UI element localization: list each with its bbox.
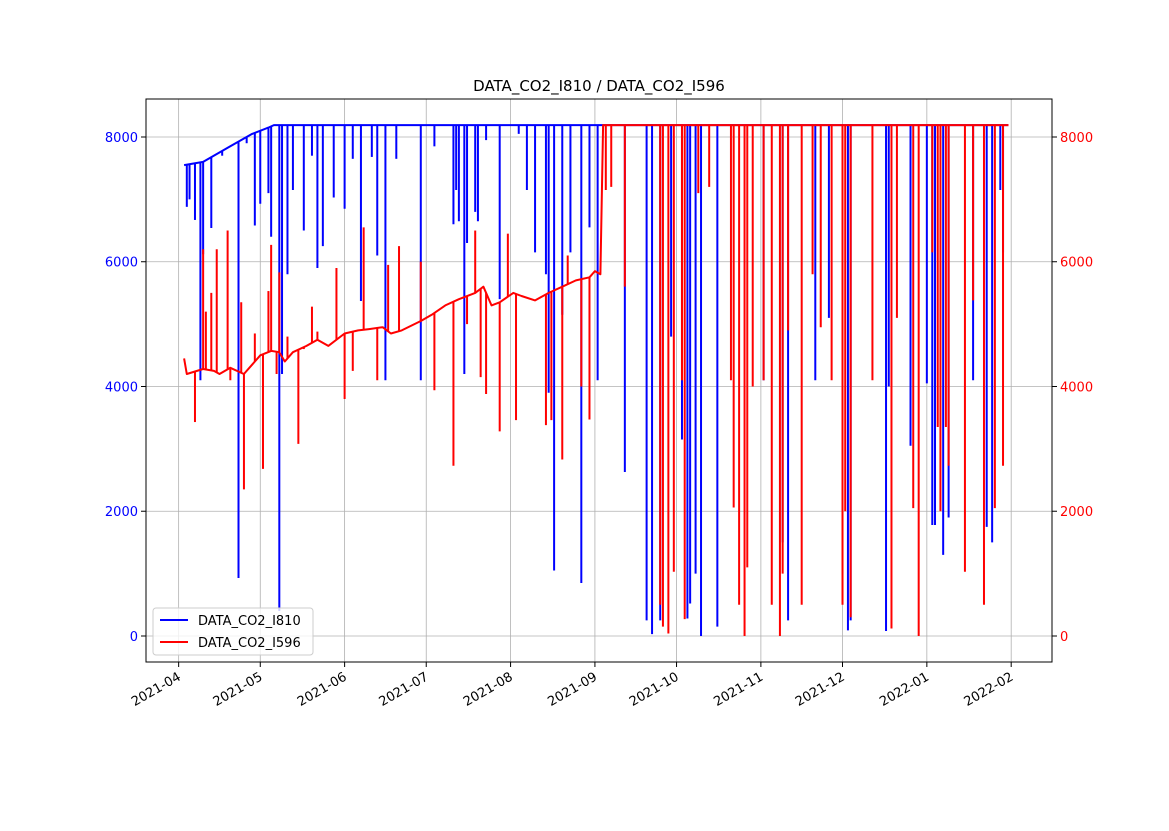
y-tick-label-right: 2000 (1060, 505, 1093, 520)
series-data_co2_i810 (183, 124, 1009, 636)
y-tick-label-right: 8000 (1060, 131, 1093, 146)
y-tick-label-right: 0 (1060, 630, 1068, 645)
series-line (183, 124, 1009, 375)
y-tick-label-left: 8000 (105, 131, 138, 146)
chart-title: DATA_CO2_I810 / DATA_CO2_I596 (473, 77, 725, 96)
y-axis-left: 0 2000 4000 6000 8000 (105, 131, 146, 645)
legend-box (152, 607, 314, 656)
y-tick-label-left: 2000 (105, 505, 138, 520)
plot-area (183, 124, 1009, 636)
y-tick-label-left: 6000 (105, 256, 138, 271)
y-axis-right: 0 2000 4000 6000 8000 (1052, 131, 1093, 645)
legend-label-i596: DATA_CO2_I596 (198, 636, 301, 651)
y-tick-label-left: 4000 (105, 380, 138, 395)
y-tick-label-left: 0 (130, 630, 138, 645)
axes-frame (145, 98, 1053, 663)
series-data_co2_i596 (183, 124, 1009, 636)
series-line (183, 124, 1009, 167)
y-tick-label-right: 4000 (1060, 380, 1093, 395)
y-tick-label-right: 6000 (1060, 256, 1093, 271)
legend-label-i810: DATA_CO2_I810 (198, 614, 301, 629)
legend: DATA_CO2_I810 DATA_CO2_I596 (152, 607, 314, 656)
